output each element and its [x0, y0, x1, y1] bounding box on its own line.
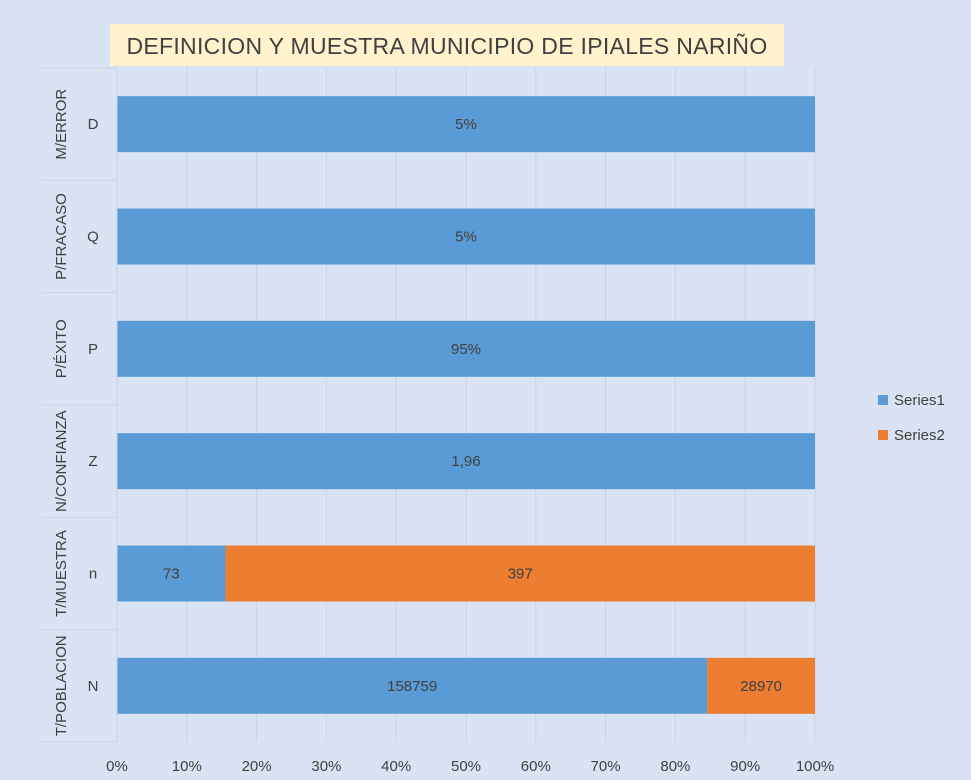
x-tick-label: 40% — [381, 758, 411, 775]
x-tick-label: 30% — [311, 758, 341, 775]
data-label: 1,96 — [451, 453, 480, 470]
x-tick-label: 100% — [796, 758, 834, 775]
data-label: 158759 — [387, 678, 437, 695]
data-label: 5% — [455, 116, 477, 133]
category-label: Q — [87, 229, 99, 246]
category-group-label: T/MUESTRA — [53, 530, 70, 617]
x-tick-label: 70% — [591, 758, 621, 775]
axes: 0% 10% 20% 30% 40% 50% 60% 70% 80% 90% 100% D M/ERRO… — [42, 67, 834, 775]
category-group-label: P/FRACASO — [53, 193, 70, 280]
category-group-label: N/CONFIANZA — [53, 410, 70, 512]
chart-title-box — [110, 24, 784, 66]
x-tick-label: 60% — [521, 758, 551, 775]
bar-segment-1 — [117, 320, 815, 377]
data-labels: 5% 5% 95% 1,96 73 397 158759 28970 — [163, 116, 782, 695]
category-label: N — [88, 678, 99, 695]
bars — [117, 96, 815, 714]
category-group-label: T/POBLACION — [53, 635, 70, 736]
data-label: 28970 — [740, 678, 782, 695]
bar-segment-1 — [117, 657, 708, 714]
x-tick-label: 50% — [451, 758, 481, 775]
category-label: Z — [88, 453, 97, 470]
bar-segment-2 — [225, 545, 815, 602]
category-label: P — [88, 341, 98, 358]
category-group-label: P/ÉXITO — [53, 319, 70, 378]
x-tick-label: 10% — [172, 758, 202, 775]
category-label: D — [88, 116, 99, 133]
legend: Series1 Series2 — [878, 392, 945, 444]
data-label: 95% — [451, 341, 481, 358]
bar-segment-1 — [117, 208, 815, 265]
chart-title: DEFINICION Y MUESTRA MUNICIPIO DE IPIALE… — [126, 33, 767, 59]
bar-segment-1 — [117, 433, 815, 490]
legend-swatch — [878, 430, 888, 440]
x-tick-label: 80% — [660, 758, 690, 775]
category-label: n — [89, 566, 97, 583]
gridlines — [116, 68, 816, 742]
x-tick-label: 20% — [242, 758, 272, 775]
data-label: 397 — [508, 566, 533, 583]
bar-segment-2 — [707, 657, 815, 714]
bar-segment-1 — [117, 96, 815, 153]
x-tick-label: 90% — [730, 758, 760, 775]
data-label: 73 — [163, 566, 180, 583]
x-tick-label: 0% — [106, 758, 128, 775]
legend-label: Series1 — [894, 392, 945, 409]
data-label: 5% — [455, 229, 477, 246]
legend-label: Series2 — [894, 427, 945, 444]
bar-segment-1 — [117, 545, 226, 602]
legend-swatch — [878, 395, 888, 405]
category-group-label: M/ERROR — [53, 89, 70, 160]
